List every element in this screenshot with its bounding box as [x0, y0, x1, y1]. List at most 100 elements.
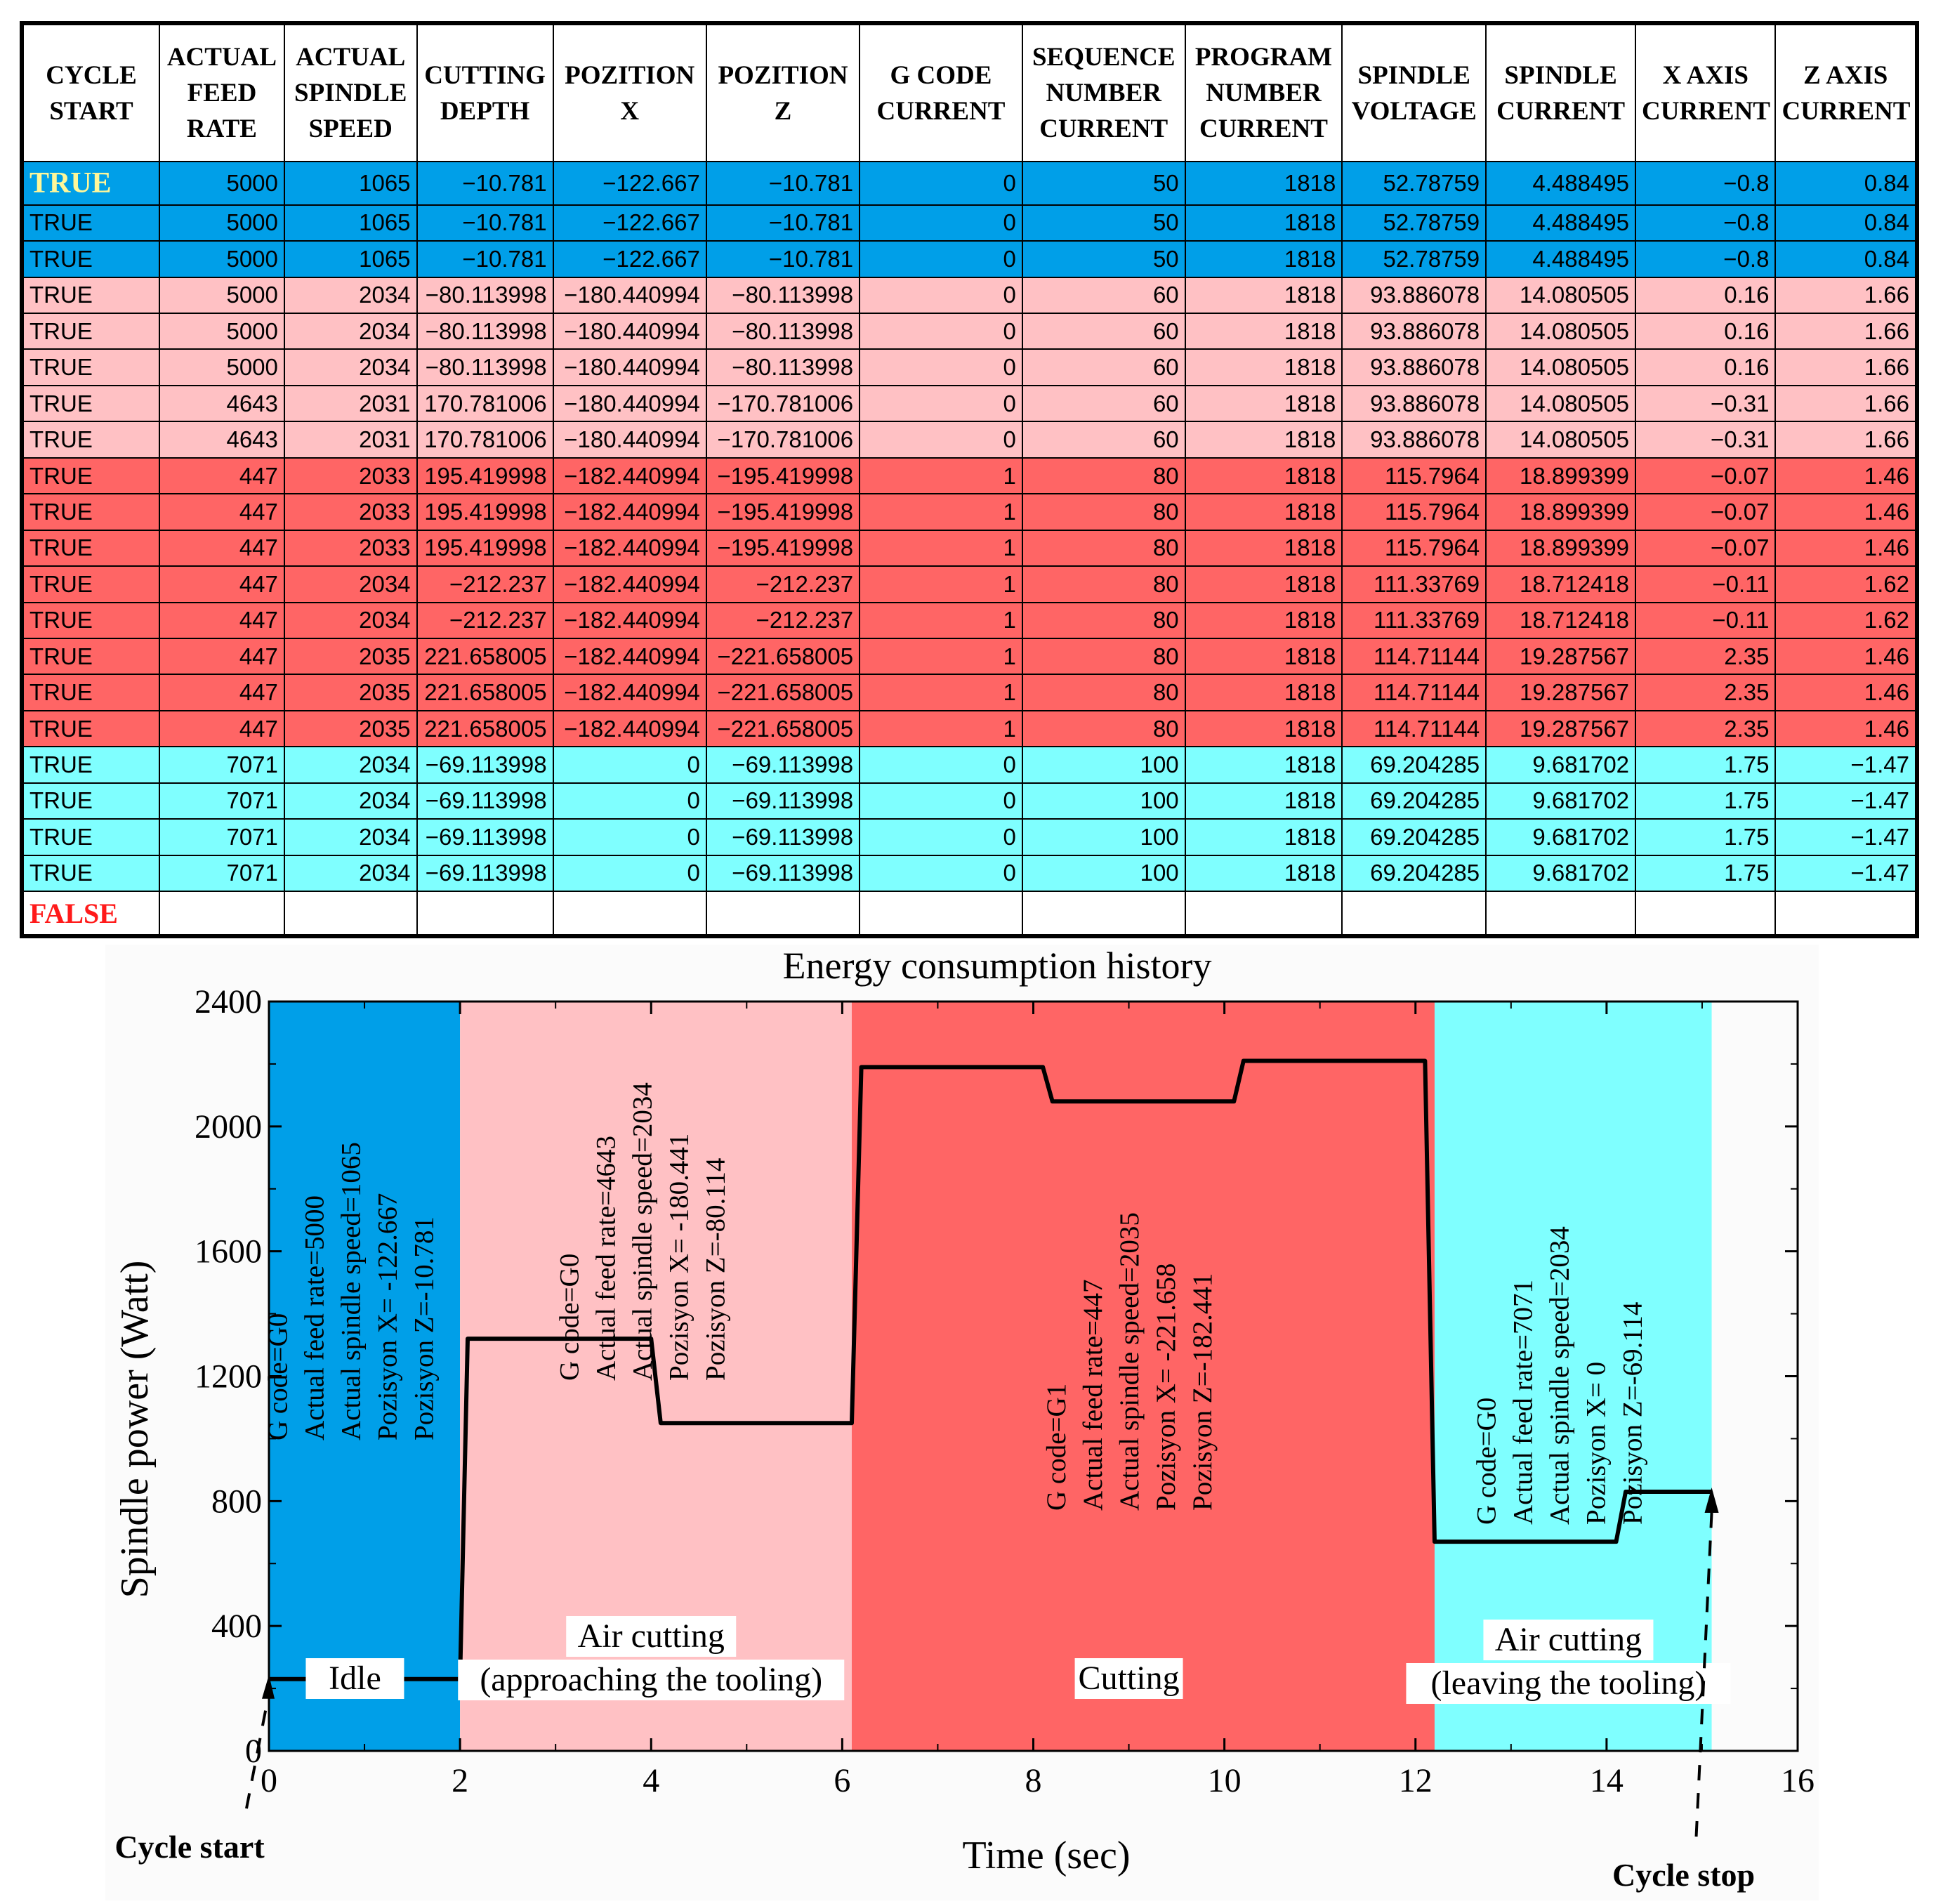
table-cell: −221.658005 [705, 637, 861, 676]
column-header: POZITION X [552, 24, 707, 162]
table-cell: 80 [1021, 709, 1186, 748]
table-cell: 0 [859, 161, 1023, 206]
table-cell: 1818 [1184, 276, 1343, 315]
table-cell: TRUE [22, 493, 161, 531]
table-cell: 1 [859, 637, 1023, 676]
table-cell: 4.488495 [1485, 161, 1637, 206]
annotation-text: G code=G0 [554, 1254, 584, 1381]
table-cell [859, 891, 1023, 935]
table-cell: TRUE [22, 782, 161, 820]
table-cell: 447 [159, 457, 285, 495]
table-row: TRUE 5000 2034 −80.113998 −180.440994 −80.113… [22, 313, 1916, 350]
table-row: TRUE 7071 2034 −69.113998 0 −69.113998 0 100 181… [22, 782, 1916, 820]
table-cell: 1 [859, 709, 1023, 748]
table-cell: 111.33769 [1341, 601, 1487, 639]
table-cell: 1.46 [1774, 457, 1916, 495]
table-cell: 9.681702 [1485, 782, 1637, 820]
annotation-text: Pozisyon X= -180.441 [664, 1134, 694, 1381]
table-cell: 1818 [1184, 493, 1343, 531]
phase-label: Cutting [1079, 1660, 1180, 1697]
table-cell: 14.080505 [1485, 313, 1637, 350]
cycle-markers: Cycle start Cycle stop [114, 1487, 1755, 1893]
table-cell: 195.419998 [416, 457, 554, 495]
table-cell: −1.47 [1774, 746, 1916, 784]
table-cell: 447 [159, 493, 285, 531]
table-cell: 1.46 [1774, 529, 1916, 567]
table-cell: 195.419998 [416, 529, 554, 567]
table-cell: 9.681702 [1485, 746, 1637, 784]
table-cell: 80 [1021, 674, 1186, 711]
table-cell: 2034 [283, 348, 418, 386]
table-row: TRUE 4643 2031 170.781006 −180.440994 −170.78… [22, 384, 1916, 423]
table-row: TRUE 7071 2034 −69.113998 0 −69.113998 0 100 181… [22, 854, 1916, 893]
table-cell: −182.440994 [552, 674, 707, 711]
table-row: TRUE 5000 1065 −10.781 −122.667 −10.781 0 50 181… [22, 204, 1916, 242]
table-cell: −180.440994 [552, 384, 707, 423]
table-cell: 0.84 [1774, 240, 1916, 278]
table-cell: TRUE [22, 161, 161, 206]
table-cell: TRUE [22, 854, 161, 893]
table-row: TRUE 447 2033 195.419998 −182.440994 −195.419… [22, 529, 1916, 567]
table-cell: 447 [159, 674, 285, 711]
table-cell: 1.66 [1774, 313, 1916, 350]
table-cell: −10.781 [705, 240, 861, 278]
table-row: FALSE [22, 891, 1916, 935]
table-cell: −1.47 [1774, 782, 1916, 820]
table-cell: −0.8 [1635, 161, 1777, 206]
table-cell: 0 [552, 746, 707, 784]
x-tick-label: 12 [1399, 1762, 1433, 1799]
annotation-text: Actual spindle speed=1065 [336, 1142, 366, 1440]
table-cell: −182.440994 [552, 709, 707, 748]
table-cell: −122.667 [552, 204, 707, 242]
table-cell: −0.07 [1635, 529, 1777, 567]
table-cell: 170.781006 [416, 421, 554, 459]
column-header: SPINDLE CURRENT [1485, 24, 1637, 162]
table-cell [1341, 891, 1487, 935]
table-cell: 60 [1021, 384, 1186, 423]
table-cell [1485, 891, 1637, 935]
table-cell: 2031 [283, 421, 418, 459]
table-cell: 0 [859, 313, 1023, 350]
table-cell: 1818 [1184, 746, 1343, 784]
table-cell: −10.781 [416, 161, 554, 206]
cycle-stop-arrowhead [1704, 1487, 1719, 1513]
table-cell: 1.46 [1774, 637, 1916, 676]
table-cell [1184, 891, 1343, 935]
table-cell: −182.440994 [552, 457, 707, 495]
table-cell: 60 [1021, 276, 1186, 315]
annotation-text: Actual spindle speed=2035 [1114, 1212, 1145, 1511]
table-cell: −10.781 [416, 204, 554, 242]
phase-label-box [1074, 1658, 1183, 1699]
table-cell: 0.16 [1635, 276, 1777, 315]
table-cell: 80 [1021, 637, 1186, 676]
table-cell: −80.113998 [416, 313, 554, 350]
table-cell: TRUE [22, 313, 161, 350]
table-cell: 1818 [1184, 421, 1343, 459]
table-cell: 19.287567 [1485, 674, 1637, 711]
table-cell: 93.886078 [1341, 421, 1487, 459]
table-cell: 2034 [283, 601, 418, 639]
table-cell: 80 [1021, 493, 1186, 531]
column-header: CUTTING DEPTH [416, 24, 554, 162]
table-cell: 2031 [283, 384, 418, 423]
table-cell: 0 [859, 746, 1023, 784]
table-cell: 1818 [1184, 204, 1343, 242]
table-cell: 1818 [1184, 674, 1343, 711]
phase-region-idle [269, 1002, 461, 1751]
x-tick-label: 2 [452, 1762, 468, 1799]
table-cell: 93.886078 [1341, 348, 1487, 386]
table-cell: 114.71144 [1341, 674, 1487, 711]
table-cell: 4643 [159, 421, 285, 459]
table-cell: 447 [159, 709, 285, 748]
table-cell: 1.66 [1774, 348, 1916, 386]
table-cell: 4.488495 [1485, 204, 1637, 242]
table-cell: 2034 [283, 818, 418, 856]
table-cell: TRUE [22, 637, 161, 676]
table-cell: 2.35 [1635, 637, 1777, 676]
table-cell: 0 [859, 240, 1023, 278]
table-row: TRUE 5000 2034 −80.113998 −180.440994 −80.113… [22, 348, 1916, 386]
phase-label-box [458, 1660, 845, 1700]
table-cell: 0 [552, 782, 707, 820]
table-cell: 1818 [1184, 529, 1343, 567]
table-cell: 2035 [283, 674, 418, 711]
